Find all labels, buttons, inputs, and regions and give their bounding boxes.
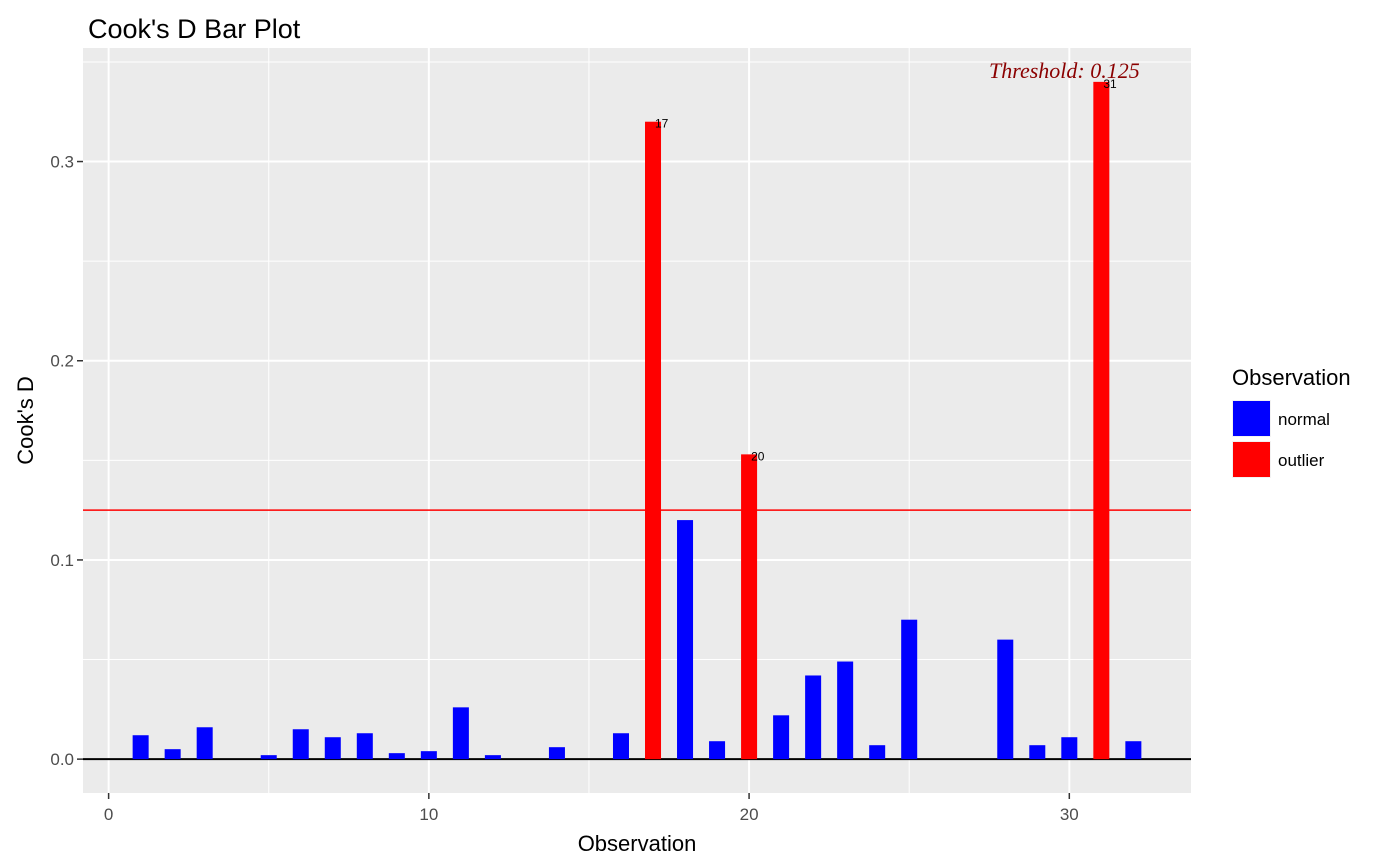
- bar-outlier-20: [741, 454, 758, 760]
- bar-normal-16: [612, 733, 629, 760]
- x-tick-label: 30: [1060, 805, 1079, 824]
- legend-label-outlier: outlier: [1278, 451, 1325, 470]
- bar-label-17: 17: [655, 117, 669, 131]
- bar-normal-5: [260, 755, 277, 760]
- bar-normal-19: [709, 741, 726, 760]
- bar-normal-23: [837, 661, 854, 760]
- bar-normal-7: [324, 737, 341, 760]
- x-tick-label: 20: [740, 805, 759, 824]
- bar-normal-1: [132, 735, 149, 760]
- threshold-label: Threshold: 0.125: [989, 58, 1140, 83]
- y-tick-label: 0.3: [50, 153, 74, 172]
- bar-normal-30: [1061, 737, 1078, 760]
- bar-outlier-31: [1093, 81, 1110, 760]
- legend-title: Observation: [1232, 365, 1351, 390]
- x-tick-label: 10: [419, 805, 438, 824]
- y-axis-ticks: 0.0 0.1 0.2 0.3: [50, 153, 83, 769]
- legend-swatch-normal: [1233, 401, 1270, 436]
- bar-normal-14: [548, 747, 565, 760]
- y-tick-label: 0.1: [50, 551, 74, 570]
- x-axis-ticks: 0 10 20 30: [104, 793, 1079, 824]
- bar-normal-21: [773, 715, 790, 760]
- legend-swatch-outlier: [1233, 442, 1270, 477]
- bar-label-20: 20: [751, 449, 765, 463]
- bar-normal-6: [292, 729, 309, 760]
- bar-normal-25: [901, 619, 918, 760]
- bar-label-31: 31: [1103, 77, 1117, 91]
- minor-gridlines: [83, 48, 1191, 793]
- bar-outlier-17: [645, 121, 662, 760]
- x-tick-label: 0: [104, 805, 113, 824]
- y-tick-label: 0.0: [50, 750, 74, 769]
- bar-normal-8: [356, 733, 373, 760]
- bar-normal-28: [997, 639, 1014, 760]
- bar-normal-24: [869, 745, 886, 760]
- bar-normal-29: [1029, 745, 1046, 760]
- bar-normal-11: [452, 707, 469, 760]
- x-axis-title: Observation: [578, 831, 697, 856]
- legend: Observation normal outlier: [1232, 365, 1351, 478]
- bar-normal-10: [420, 751, 437, 760]
- bar-normal-12: [484, 755, 501, 760]
- chart-title: Cook's D Bar Plot: [88, 14, 301, 44]
- plot-panel: [83, 48, 1191, 793]
- bar-normal-3: [196, 727, 213, 760]
- bar-normal-2: [164, 749, 181, 760]
- bar-labels: 17 20 31: [655, 77, 1117, 464]
- y-tick-label: 0.2: [50, 352, 74, 371]
- bar-normal-18: [677, 520, 694, 760]
- bar-normal-9: [388, 753, 405, 760]
- bar-normal-32: [1125, 741, 1142, 760]
- bars: [132, 81, 1142, 760]
- y-axis-title: Cook's D: [13, 376, 38, 465]
- legend-label-normal: normal: [1278, 410, 1330, 429]
- bar-normal-22: [805, 675, 822, 760]
